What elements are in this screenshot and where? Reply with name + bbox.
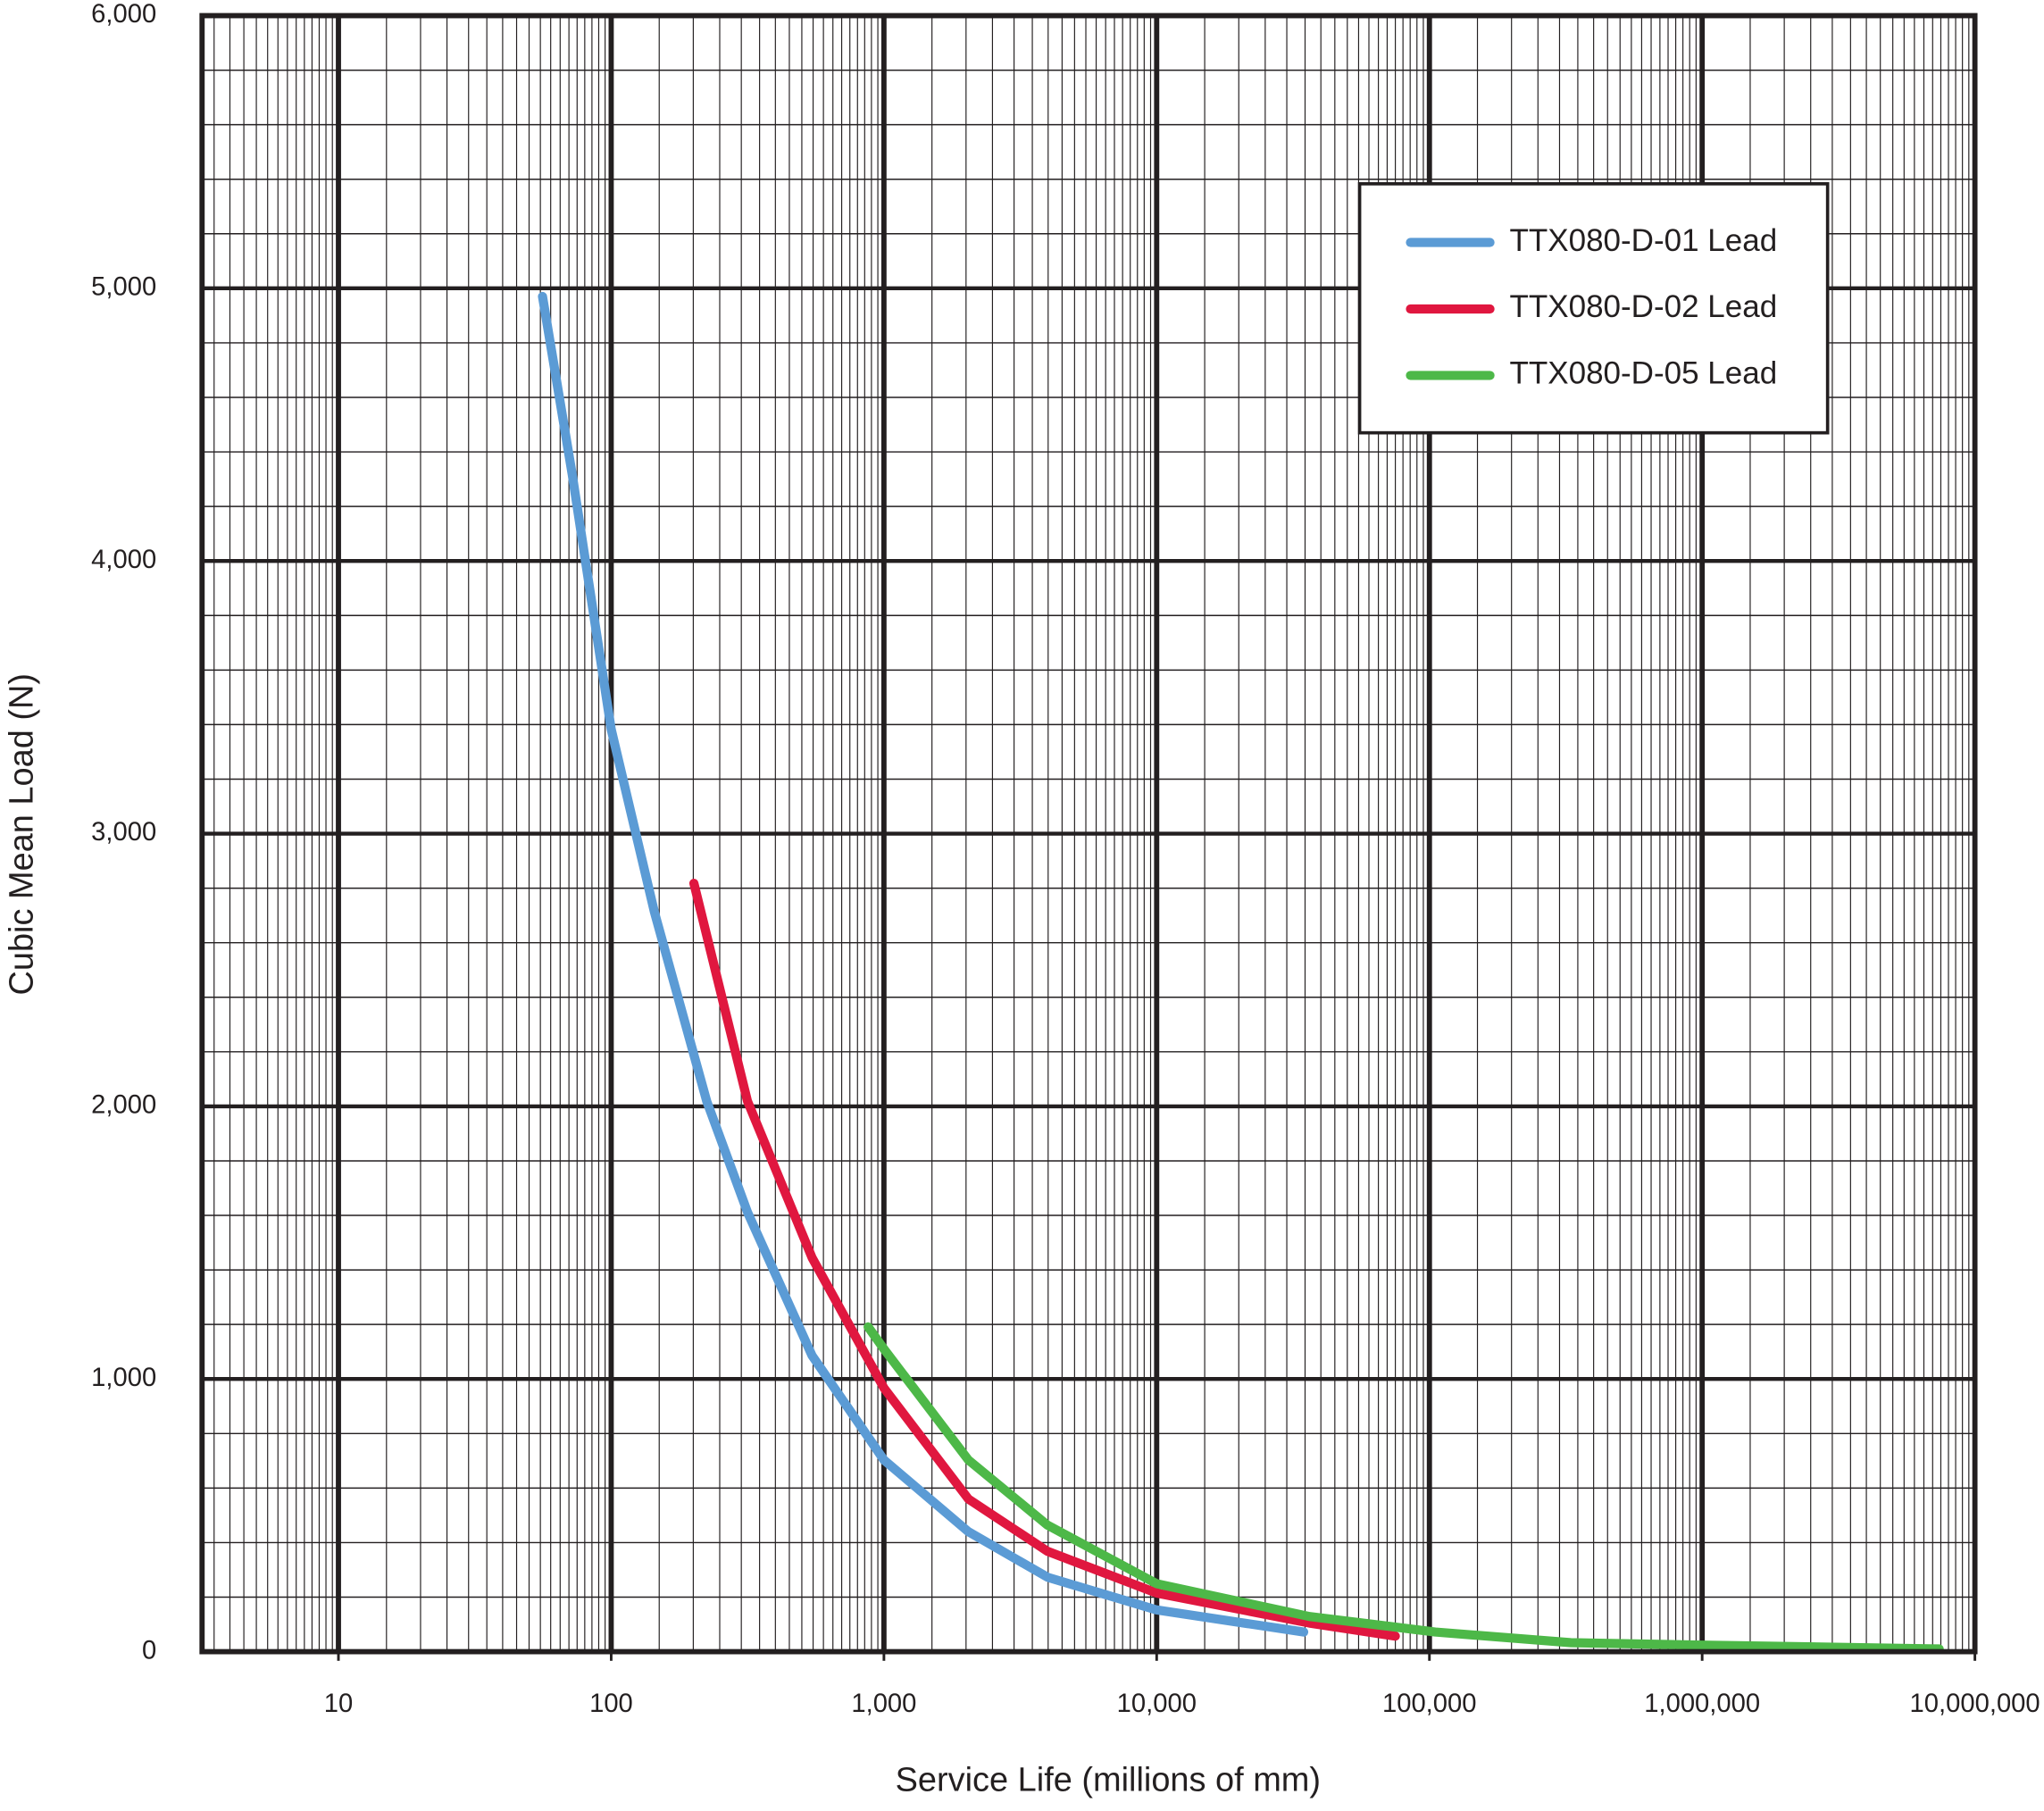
series-line — [538, 291, 1309, 1637]
y-tick-label: 1,000 — [91, 1364, 156, 1392]
y-tick-label: 3,000 — [91, 818, 156, 847]
series-line — [863, 1322, 1944, 1654]
legend: TTX080-D-01 Lead TTX080-D-02 Lead TTX080-D… — [1357, 182, 1830, 435]
plot-frame — [199, 13, 1978, 1655]
y-tick-label: 6,000 — [91, 0, 156, 29]
y-tick-label: 0 — [142, 1636, 156, 1665]
y-tick-label: 5,000 — [91, 273, 156, 302]
x-tick-label: 10 — [324, 1690, 353, 1718]
y-axis-title: Cubic Mean Load (N) — [3, 673, 40, 996]
series-line — [688, 879, 1400, 1641]
legend-label: TTX080-D-02 Lead — [1509, 289, 1777, 324]
x-tick-label: 100,000 — [1382, 1690, 1477, 1718]
x-tick-label: 100 — [589, 1690, 633, 1718]
x-tick-label: 10,000 — [1117, 1690, 1197, 1718]
x-axis-title: Service Life (millions of mm) — [896, 1762, 1321, 1799]
plot — [538, 291, 1944, 1654]
legend-label: TTX080-D-01 Lead — [1509, 223, 1777, 258]
legend-label: TTX080-D-05 Lead — [1509, 356, 1777, 391]
x-tick-label: 1,000 — [851, 1690, 916, 1718]
x-tick-label: 10,000,000 — [1910, 1690, 2040, 1718]
y-tick-label: 2,000 — [91, 1091, 156, 1120]
y-tick-label: 4,000 — [91, 546, 156, 574]
x-tick-label: 1,000,000 — [1644, 1690, 1760, 1718]
